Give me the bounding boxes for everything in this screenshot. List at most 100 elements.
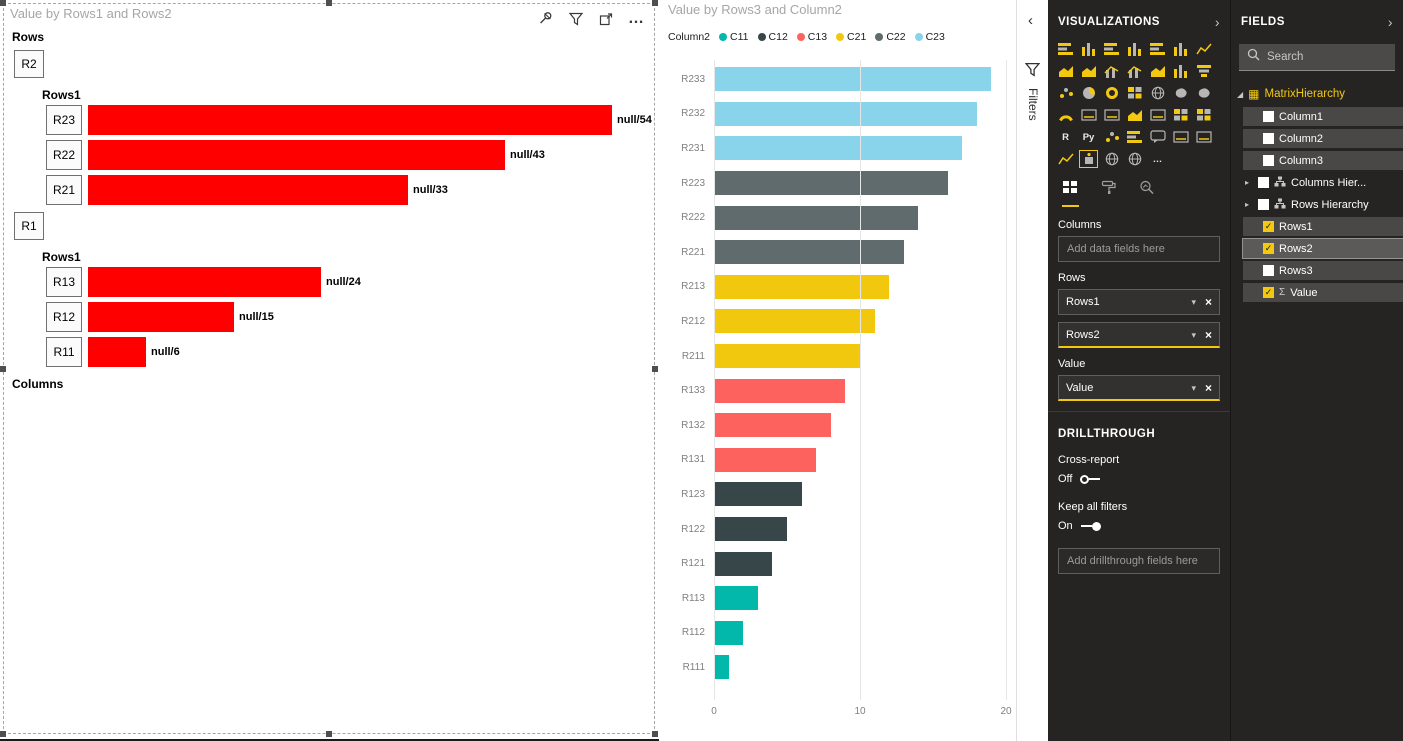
donut-chart-icon[interactable] (1102, 84, 1121, 102)
line-and-clustered-column-chart-icon[interactable] (1125, 62, 1144, 80)
pin-icon[interactable] (538, 11, 553, 26)
search-input[interactable]: Search (1239, 44, 1395, 71)
field-checkbox[interactable] (1258, 199, 1269, 210)
bar[interactable] (88, 337, 146, 367)
remove-field-icon[interactable]: × (1204, 328, 1212, 342)
matrix-icon[interactable] (1194, 106, 1213, 124)
chevron-down-icon[interactable]: ▾ (1191, 382, 1196, 393)
remove-field-icon[interactable]: × (1204, 381, 1212, 395)
expand-hierarchy-icon[interactable]: ▸ (1245, 178, 1250, 187)
remove-field-icon[interactable]: × (1204, 295, 1212, 309)
filter-icon[interactable] (568, 11, 583, 26)
bar[interactable] (714, 136, 963, 161)
filled-map-icon[interactable] (1171, 84, 1190, 102)
row-group-button[interactable]: R1 (14, 212, 44, 240)
row-button[interactable]: R21 (46, 175, 82, 205)
field-item-column3[interactable]: Column3 (1243, 151, 1403, 170)
field-item-rows3[interactable]: Rows3 (1243, 261, 1403, 280)
bar[interactable] (714, 274, 890, 299)
field-checkbox[interactable]: ✓ (1263, 221, 1274, 232)
paginated-report-icon[interactable] (1194, 128, 1213, 146)
stacked-area-chart-icon[interactable] (1079, 62, 1098, 80)
field-item-value[interactable]: ✓ Σ Value (1243, 283, 1403, 302)
ribbon-chart-icon[interactable] (1148, 62, 1167, 80)
field-item-rows1[interactable]: ✓ Rows1 (1243, 217, 1403, 236)
waterfall-chart-icon[interactable] (1171, 62, 1190, 80)
multi-row-card-icon[interactable] (1102, 106, 1121, 124)
metrics-icon[interactable] (1056, 150, 1075, 168)
keep-all-filters-toggle[interactable] (1080, 521, 1101, 531)
row-button[interactable]: R12 (46, 302, 82, 332)
table-icon[interactable] (1171, 106, 1190, 124)
resize-handle[interactable] (652, 0, 658, 6)
legend-item[interactable]: C11 (719, 31, 749, 43)
resize-handle[interactable] (0, 365, 6, 372)
100-stacked-bar-chart-icon[interactable] (1148, 40, 1167, 58)
field-checkbox[interactable] (1263, 155, 1274, 166)
field-pill-rows1[interactable]: Rows1 ▾ × (1058, 289, 1220, 315)
clustered-column-chart-icon[interactable] (1125, 40, 1144, 58)
drillthrough-dropzone[interactable]: Add drillthrough fields here (1058, 548, 1220, 574)
field-item-columns-hier[interactable]: ▸ Columns Hier... (1243, 173, 1403, 192)
smart-narrative-icon[interactable] (1171, 128, 1190, 146)
field-item-rows2[interactable]: ✓ Rows2 (1242, 238, 1403, 259)
tab-analytics[interactable] (1139, 180, 1155, 207)
legend-item[interactable]: C13 (796, 31, 827, 43)
treemap-icon[interactable] (1125, 84, 1144, 102)
row-button[interactable]: R13 (46, 267, 82, 297)
scatter-chart-icon[interactable] (1056, 84, 1075, 102)
expand-hierarchy-icon[interactable]: ▸ (1245, 200, 1250, 209)
field-item-rows-hierarchy[interactable]: ▸ Rows Hierarchy (1243, 195, 1403, 214)
r-script-visual-icon[interactable]: R (1062, 131, 1069, 143)
legend-item[interactable]: C21 (836, 31, 866, 43)
stacked-bar-chart-icon[interactable] (1056, 40, 1075, 58)
shape-map-icon[interactable] (1194, 84, 1213, 102)
resize-handle[interactable] (0, 0, 6, 6)
tab-format[interactable] (1101, 180, 1117, 207)
qa-visual-icon[interactable] (1148, 128, 1167, 146)
line-and-stacked-column-chart-icon[interactable] (1102, 62, 1121, 80)
collapse-table-icon[interactable]: ◢ (1237, 89, 1244, 99)
bar[interactable] (88, 267, 321, 297)
field-checkbox[interactable] (1258, 177, 1269, 188)
bar[interactable] (714, 101, 977, 126)
collapse-pane-chevron-icon[interactable]: › (1387, 14, 1393, 30)
bar[interactable] (714, 586, 758, 611)
legend-item[interactable]: C23 (914, 31, 945, 43)
field-checkbox[interactable] (1263, 133, 1274, 144)
bar[interactable] (714, 655, 729, 680)
table-matrixhierarchy[interactable]: ◢ ▦ MatrixHierarchy (1231, 83, 1403, 107)
more-options-icon[interactable]: … (628, 9, 644, 27)
field-checkbox[interactable] (1263, 265, 1274, 276)
cross-report-toggle[interactable] (1080, 474, 1101, 484)
bar[interactable] (714, 309, 875, 334)
bar[interactable] (714, 413, 831, 438)
columns-well-dropzone[interactable]: Add data fields here (1058, 236, 1220, 262)
field-checkbox[interactable] (1263, 111, 1274, 122)
bar[interactable] (88, 105, 612, 135)
field-checkbox[interactable]: ✓ (1263, 243, 1274, 254)
resize-handle[interactable] (326, 0, 332, 6)
resize-handle[interactable] (326, 731, 332, 737)
bar[interactable] (714, 171, 948, 196)
bar[interactable] (714, 517, 787, 542)
field-pill-value[interactable]: Value ▾ × (1058, 375, 1220, 401)
row-group-button[interactable]: R2 (14, 50, 44, 78)
collapse-pane-chevron-icon[interactable]: › (1214, 14, 1220, 30)
resize-handle[interactable] (0, 731, 6, 737)
bar-chart-visual[interactable]: Value by Rows3 and Column2 Column2 C11 C1… (659, 0, 1016, 741)
legend-item[interactable]: C12 (757, 31, 788, 43)
power-apps-visual-icon[interactable] (1102, 150, 1121, 168)
bar[interactable] (714, 551, 773, 576)
pie-chart-icon[interactable] (1079, 84, 1098, 102)
row-button[interactable]: R23 (46, 105, 82, 135)
bar[interactable] (714, 67, 992, 92)
field-item-column2[interactable]: Column2 (1243, 129, 1403, 148)
bar[interactable] (714, 378, 846, 403)
slicer-icon[interactable] (1148, 106, 1167, 124)
map-icon[interactable] (1148, 84, 1167, 102)
python-visual-icon[interactable]: Py (1082, 131, 1095, 143)
arcgis-map-icon[interactable] (1125, 150, 1144, 168)
decomposition-tree-icon[interactable] (1125, 128, 1144, 146)
area-chart-icon[interactable] (1056, 62, 1075, 80)
